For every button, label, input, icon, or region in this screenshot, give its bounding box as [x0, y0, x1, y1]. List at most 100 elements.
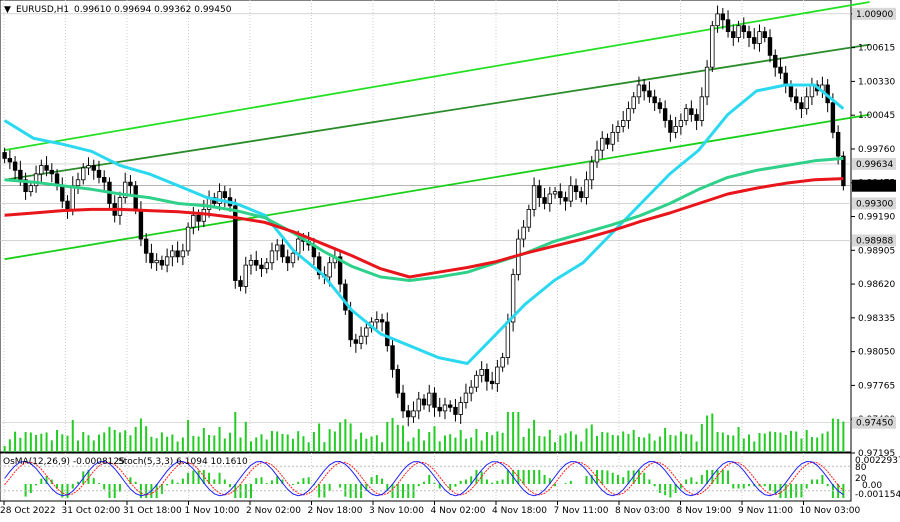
candle-body: [222, 191, 227, 198]
candle-body: [526, 209, 532, 228]
candle-body: [280, 244, 285, 258]
candle-body: [138, 209, 144, 240]
candle-body: [159, 259, 165, 266]
y-tick-label: 0.97765: [858, 381, 895, 391]
candle-body: [196, 214, 201, 222]
candle-body: [96, 169, 102, 178]
channel-line-upper: [4, 1, 870, 152]
candle-body: [547, 193, 553, 204]
candle-body: [500, 357, 505, 368]
candle-body: [400, 392, 406, 412]
candle-body: [395, 369, 400, 394]
candle-body: [621, 120, 626, 127]
candle-body: [28, 185, 34, 193]
collapse-triangle-icon[interactable]: ▼: [4, 5, 11, 15]
x-tick-label: 4 Nov 02:00: [431, 506, 486, 516]
candle-body: [573, 185, 579, 193]
candle-body: [662, 108, 668, 121]
candle-body: [835, 131, 841, 157]
candle-body: [453, 406, 458, 415]
candle-body: [710, 25, 715, 68]
candle-body: [385, 321, 390, 347]
candle-body: [725, 19, 731, 33]
x-tick-label: 2 Nov 18:00: [308, 506, 363, 516]
time-axis: 28 Oct 2022 31 Oct 02:00 31 Oct 18:00 1 Nov…: [0, 501, 860, 516]
candle-body: [316, 256, 322, 275]
y-tick-label: 1.00045: [858, 111, 895, 121]
candle-body: [673, 126, 678, 133]
price-tag-bg: [852, 7, 896, 20]
stochastic-lines: [0, 460, 851, 497]
candle-body: [33, 173, 39, 187]
candle-body: [285, 256, 290, 264]
y-tick-label: 0.99190: [858, 213, 895, 223]
candle-body: [610, 131, 615, 145]
candle-body: [521, 226, 526, 240]
candle-body: [531, 185, 537, 210]
candle-body: [762, 31, 767, 38]
candle-body: [568, 185, 573, 202]
candle-body: [720, 13, 726, 21]
candle-body: [259, 264, 264, 270]
candle-body: [185, 226, 191, 252]
stoch-label: Stoch(5,3,3) 6.1094 10.1610: [118, 457, 248, 467]
candle-body: [343, 283, 348, 311]
candle-body: [358, 335, 364, 344]
price-tag-bg: [852, 197, 896, 210]
candle-body: [175, 250, 180, 258]
candle-body: [448, 404, 453, 408]
candle-body: [615, 126, 621, 133]
candle-body: [484, 369, 490, 382]
price-tag-bg: [852, 157, 896, 170]
candle-body: [437, 406, 442, 412]
candle-body: [741, 25, 746, 33]
candle-body: [353, 339, 359, 344]
x-tick-label: 8 Nov 19:00: [677, 506, 732, 516]
candle-body: [479, 369, 484, 376]
y-tick-label: 0.98905: [858, 246, 895, 256]
stoch-level-80: 80: [855, 463, 867, 473]
price-tag-label: 1.00900: [856, 10, 893, 20]
trend-channels: [4, 1, 870, 261]
x-tick-label: 10 Nov 03:00: [800, 506, 861, 516]
candle-body: [170, 250, 175, 258]
candle-body: [23, 179, 28, 193]
candle-body: [683, 108, 689, 121]
candle-body: [657, 102, 663, 110]
ohlc-label: 0.99610 0.99694 0.99362 0.99450: [74, 5, 232, 15]
price-tag-bg: [852, 234, 896, 247]
candle-body: [411, 410, 416, 418]
candle-body: [128, 181, 133, 187]
candle-body: [44, 165, 49, 171]
candle-body: [91, 165, 96, 171]
candle-body: [164, 256, 170, 266]
candle-body: [793, 96, 799, 104]
candle-body: [594, 149, 600, 163]
candle-body: [558, 191, 563, 198]
y-tick-label: 1.00615: [858, 44, 895, 54]
candle-body: [416, 398, 421, 412]
candle-body: [647, 90, 652, 98]
candle-body: [238, 280, 243, 287]
candle-body: [783, 72, 788, 86]
candle-body: [374, 319, 380, 323]
volume-bars: [3, 412, 845, 452]
candle-body: [70, 185, 75, 210]
candle-body: [552, 191, 558, 195]
moving-averages: [3, 83, 845, 365]
candle-body: [390, 345, 395, 370]
candle-body: [458, 402, 463, 415]
candle-body: [432, 392, 437, 408]
osma-histogram: [24, 470, 845, 498]
ema-line: [4, 156, 844, 282]
x-tick-label: 31 Oct 18:00: [123, 506, 182, 516]
y-tick-label: 0.99760: [858, 145, 895, 155]
candle-body: [18, 169, 23, 181]
candle-body: [704, 66, 710, 98]
candle-body: [421, 398, 427, 406]
x-tick-label: 31 Oct 02:00: [62, 506, 121, 516]
candle-body: [757, 31, 762, 44]
y-tick-label: 0.97195: [858, 449, 895, 459]
candle-body: [668, 120, 673, 133]
